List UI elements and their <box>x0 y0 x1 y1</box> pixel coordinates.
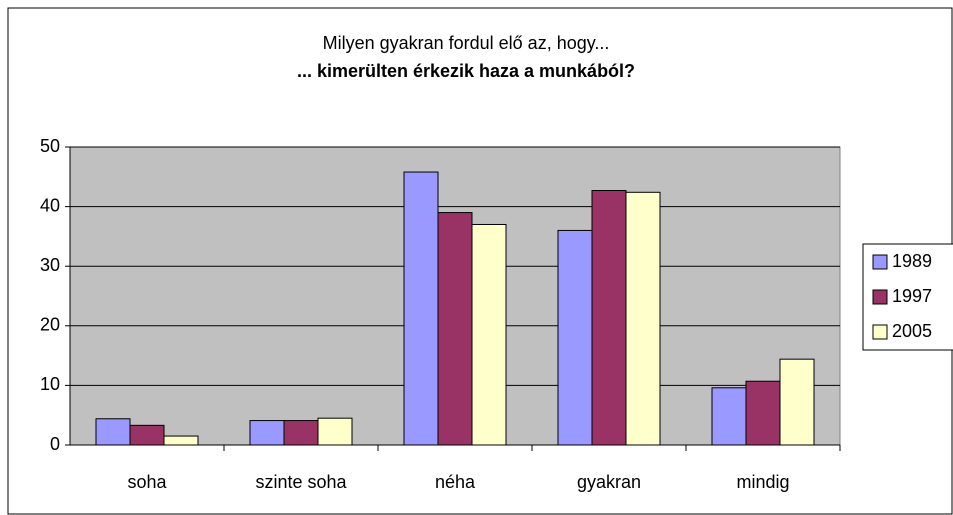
x-tick-label: soha <box>127 472 167 492</box>
bar <box>557 229 593 446</box>
legend-swatch <box>872 254 888 270</box>
chart-subtitle: ... kimerülten érkezik haza a munkából? <box>297 61 635 81</box>
bar <box>779 358 815 446</box>
y-tick-label: 30 <box>40 255 60 275</box>
x-tick-label: szinte soha <box>255 472 347 492</box>
bar <box>437 212 473 446</box>
x-tick-label: gyakran <box>577 472 641 492</box>
bar <box>249 420 285 446</box>
legend-label: 1997 <box>892 286 932 306</box>
y-tick-label: 20 <box>40 315 60 335</box>
legend-swatch <box>872 289 888 305</box>
chart-title: Milyen gyakran fordul elő az, hogy... <box>323 33 610 53</box>
legend-label: 2005 <box>892 321 932 341</box>
bar <box>163 435 199 446</box>
legend-swatch <box>872 324 888 340</box>
y-tick-label: 10 <box>40 374 60 394</box>
x-tick-label: néha <box>435 472 476 492</box>
bar <box>403 171 439 446</box>
legend-label: 1989 <box>892 251 932 271</box>
bar <box>471 223 507 446</box>
bar <box>317 417 353 446</box>
y-tick-label: 40 <box>40 195 60 215</box>
y-tick-label: 50 <box>40 136 60 156</box>
bar <box>625 191 661 446</box>
bar <box>283 420 319 446</box>
bar <box>745 380 781 446</box>
bar <box>591 190 627 446</box>
bar <box>711 387 747 446</box>
bar <box>95 418 131 446</box>
y-tick-label: 0 <box>50 434 60 454</box>
x-tick-label: mindig <box>736 472 789 492</box>
bar <box>129 424 165 446</box>
